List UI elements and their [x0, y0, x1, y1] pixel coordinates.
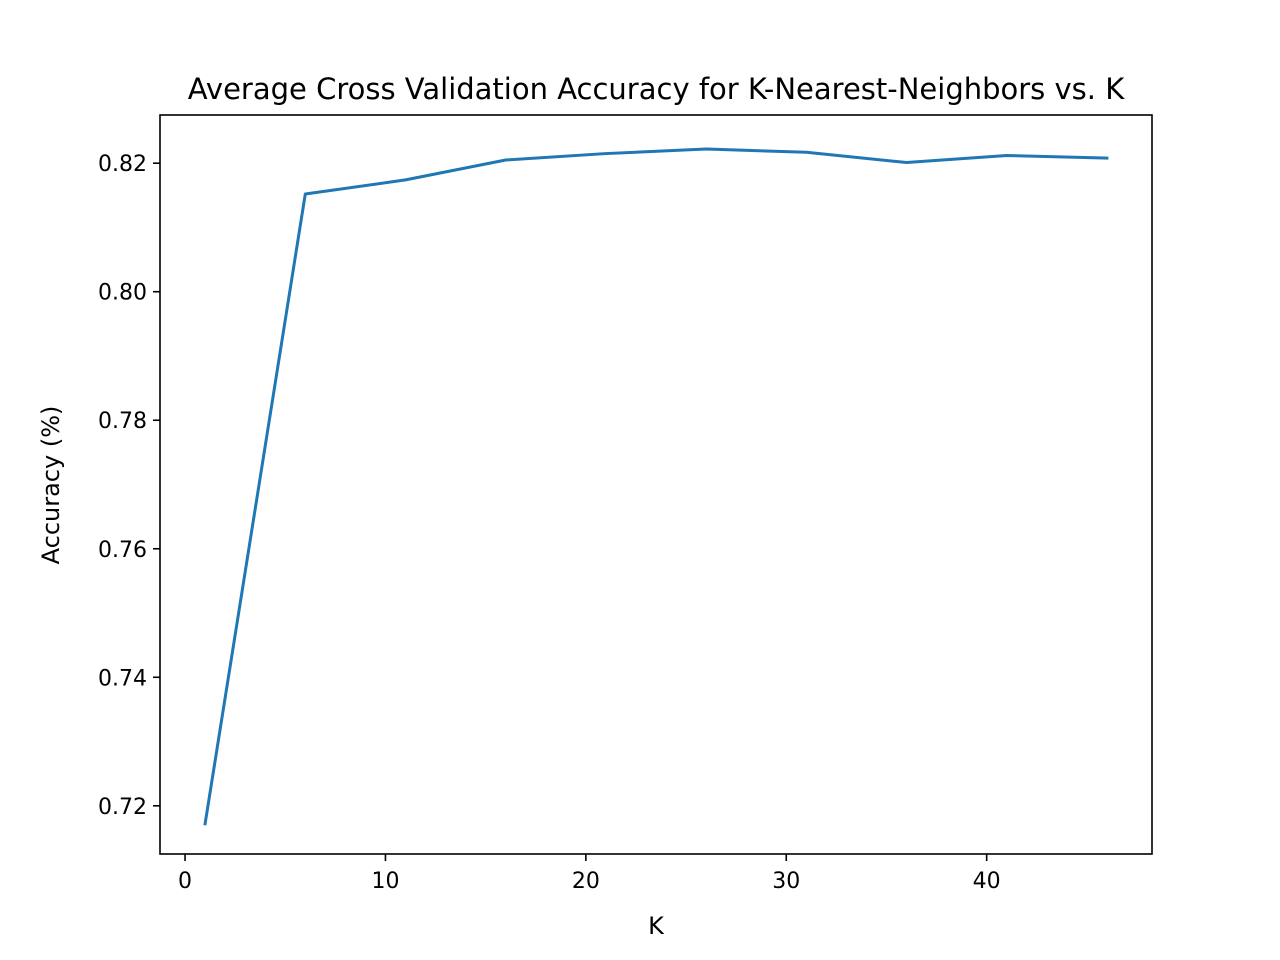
- series-line-0: [203, 147, 1109, 826]
- plot-area: [159, 114, 1153, 855]
- x-tick-label: 30: [772, 869, 800, 894]
- x-axis: 0 10 20 30 40: [178, 854, 1001, 894]
- y-axis: 0.72 0.74 0.76 0.78 0.80 0.82: [98, 152, 160, 820]
- y-tick-label: 0.82: [98, 152, 147, 177]
- y-tick-label: 0.78: [98, 409, 147, 434]
- y-tick-label: 0.80: [98, 281, 147, 306]
- x-tick-label: 20: [572, 869, 600, 894]
- y-tick-label: 0.76: [98, 538, 147, 563]
- x-tick-label: 10: [371, 869, 399, 894]
- plot-frame: [159, 114, 1153, 855]
- y-axis-label: Accuracy (%): [37, 406, 65, 565]
- chart-title: Average Cross Validation Accuracy for K-…: [188, 72, 1125, 106]
- y-tick-label: 0.74: [98, 666, 147, 691]
- y-tick-label: 0.72: [98, 795, 147, 820]
- x-axis-label: K: [648, 912, 665, 940]
- x-tick-label: 0: [178, 869, 192, 894]
- x-tick-label: 40: [973, 869, 1001, 894]
